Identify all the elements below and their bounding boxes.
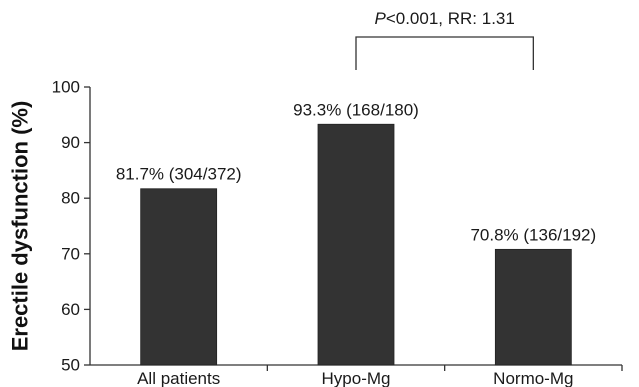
x-tick-label: All patients	[137, 369, 220, 387]
data-label: 93.3% (168/180)	[293, 100, 419, 119]
y-axis: 50 60 70 80 90 100	[52, 78, 91, 375]
y-tick-label: 100	[52, 78, 80, 97]
significance-bracket	[355, 36, 534, 70]
significance-text: P<0.001, RR: 1.31	[374, 9, 514, 28]
bar	[317, 123, 395, 366]
y-tick-label: 50	[61, 356, 80, 375]
data-label: 81.7% (304/372)	[116, 165, 242, 184]
significance-annotation: P<0.001, RR: 1.31	[355, 9, 534, 70]
p-value-text: <0.001, RR: 1.31	[386, 9, 515, 28]
data-labels: 81.7% (304/372) 93.3% (168/180) 70.8% (136…	[116, 100, 596, 244]
x-tick-label: Hypo-Mg	[322, 369, 391, 387]
bar	[140, 188, 218, 366]
y-tick-label: 80	[61, 189, 80, 208]
y-tick-label: 70	[61, 244, 80, 263]
x-axis: All patients Hypo-Mg Normo-Mg	[90, 364, 623, 387]
y-axis-title: Erectile dysfunction (%)	[8, 101, 33, 352]
y-tick-label: 90	[61, 133, 80, 152]
bar	[494, 248, 572, 366]
x-tick-label: Normo-Mg	[493, 369, 573, 387]
bars	[140, 123, 572, 366]
data-label: 70.8% (136/192)	[470, 225, 596, 244]
p-value-symbol: P	[374, 9, 386, 28]
y-tick-label: 60	[61, 300, 80, 319]
